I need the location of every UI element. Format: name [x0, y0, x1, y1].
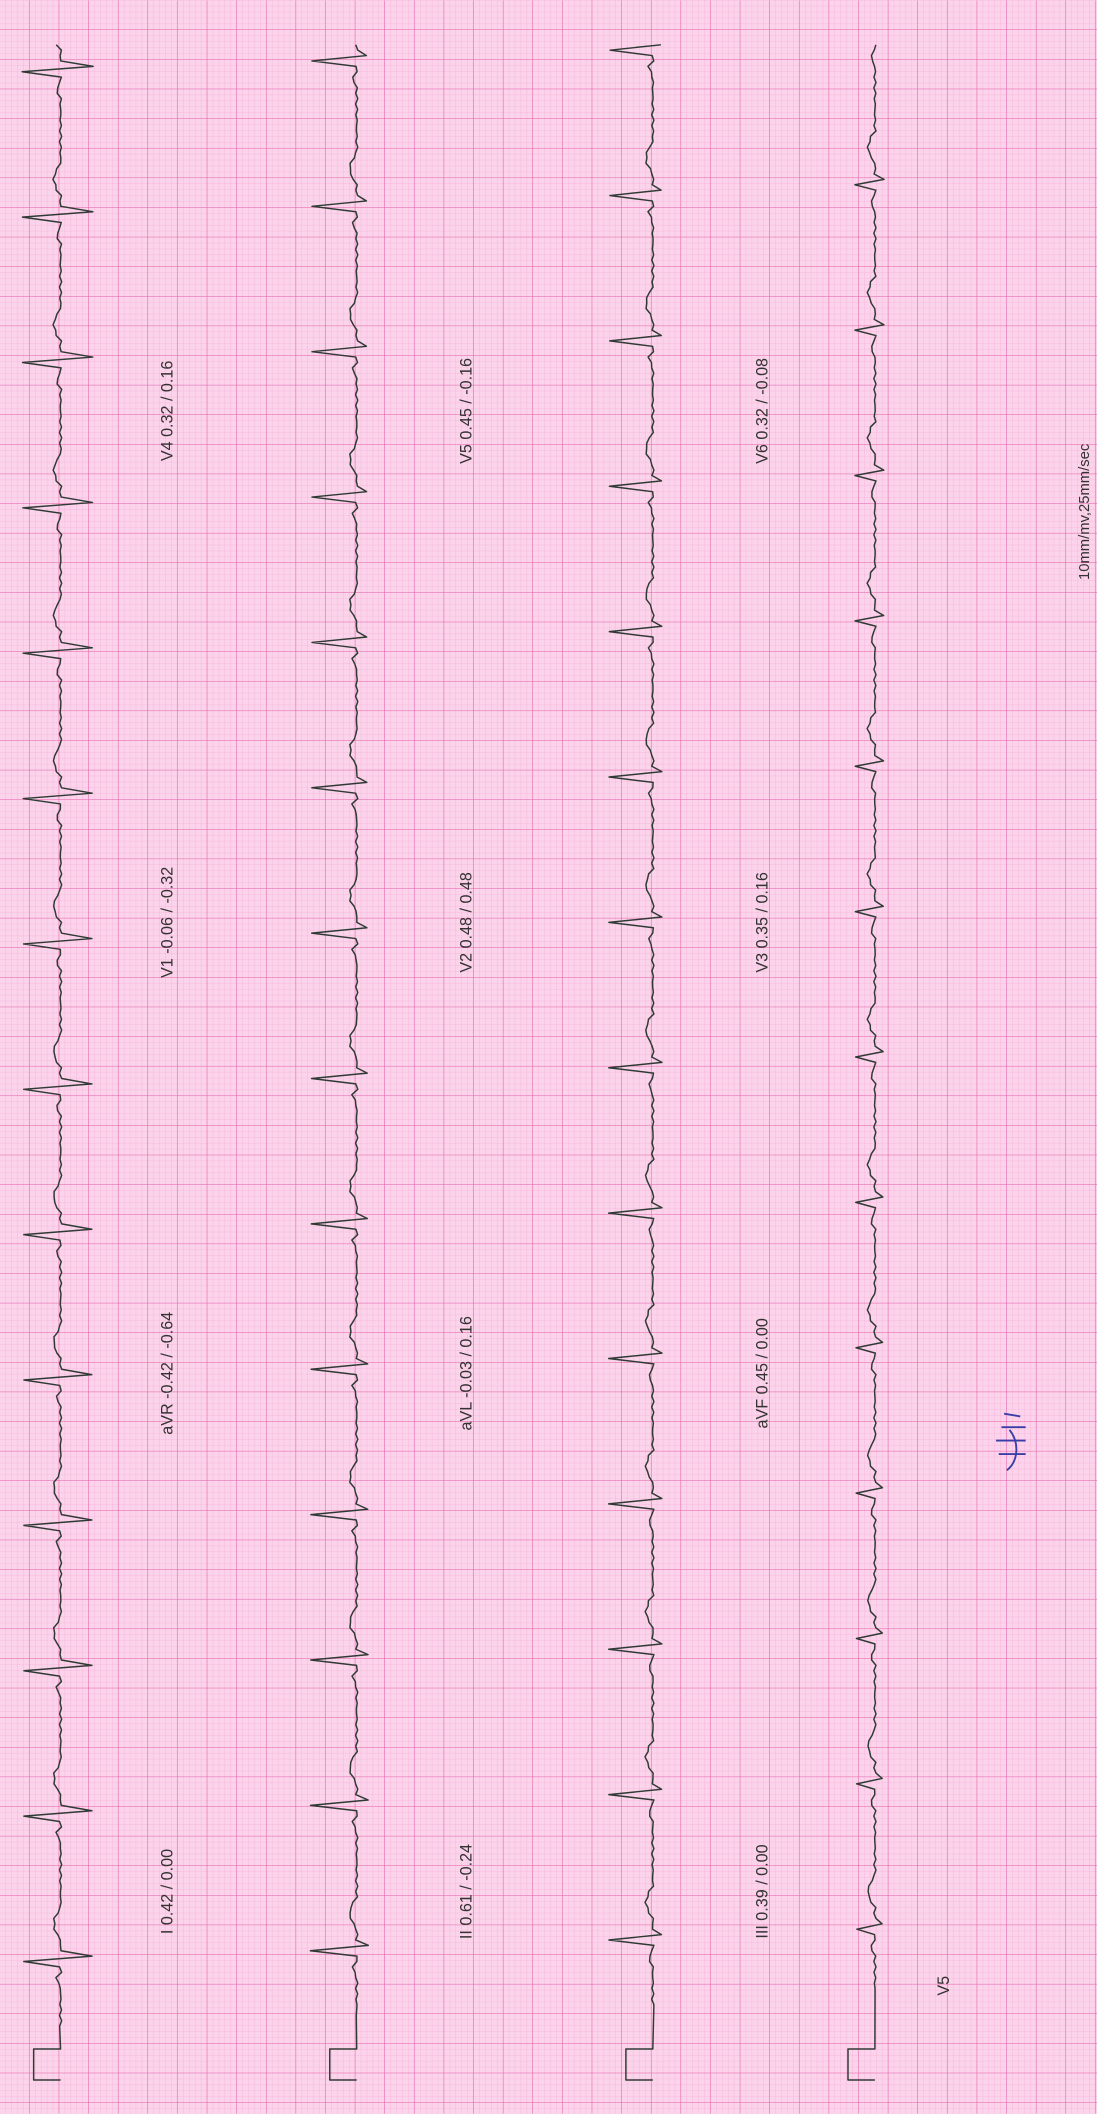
traces: [21, 44, 885, 2081]
lead-label: aVL -0.03 / 0.16: [457, 1316, 475, 1430]
lead-label: II 0.61 / -0.24: [457, 1844, 475, 1939]
ecg-trace: [607, 44, 663, 2081]
lead-label: V3 0.35 / 0.16: [753, 872, 771, 973]
lead-label: aVF 0.45 / 0.00: [753, 1318, 771, 1428]
ecg-trace: [847, 44, 885, 2081]
lead-label: V1 -0.06 / -0.32: [159, 867, 177, 978]
lead-label: V5 0.45 / -0.16: [457, 358, 475, 464]
rhythm-label: V5: [935, 1976, 953, 1996]
ecg-trace: [309, 44, 370, 2081]
lead-label: V2 0.48 / 0.48: [457, 872, 475, 973]
lead-label: I 0.42 / 0.00: [159, 1849, 177, 1934]
footer: 10mm/mv,25mm/sec: [1077, 443, 1093, 580]
lead-label: aVR -0.42 / -0.64: [159, 1312, 177, 1435]
lead-label: III 0.39 / 0.00: [753, 1844, 771, 1938]
labels: I 0.42 / 0.00 aVR -0.42 / -0.64 V1 -0.06 /…: [159, 358, 772, 1939]
lead-label: V6 0.32 / -0.08: [753, 358, 771, 464]
lead-label: V4 0.32 / 0.16: [159, 361, 177, 462]
signature: [996, 1412, 1026, 1471]
ecg-trace: [21, 44, 94, 2081]
